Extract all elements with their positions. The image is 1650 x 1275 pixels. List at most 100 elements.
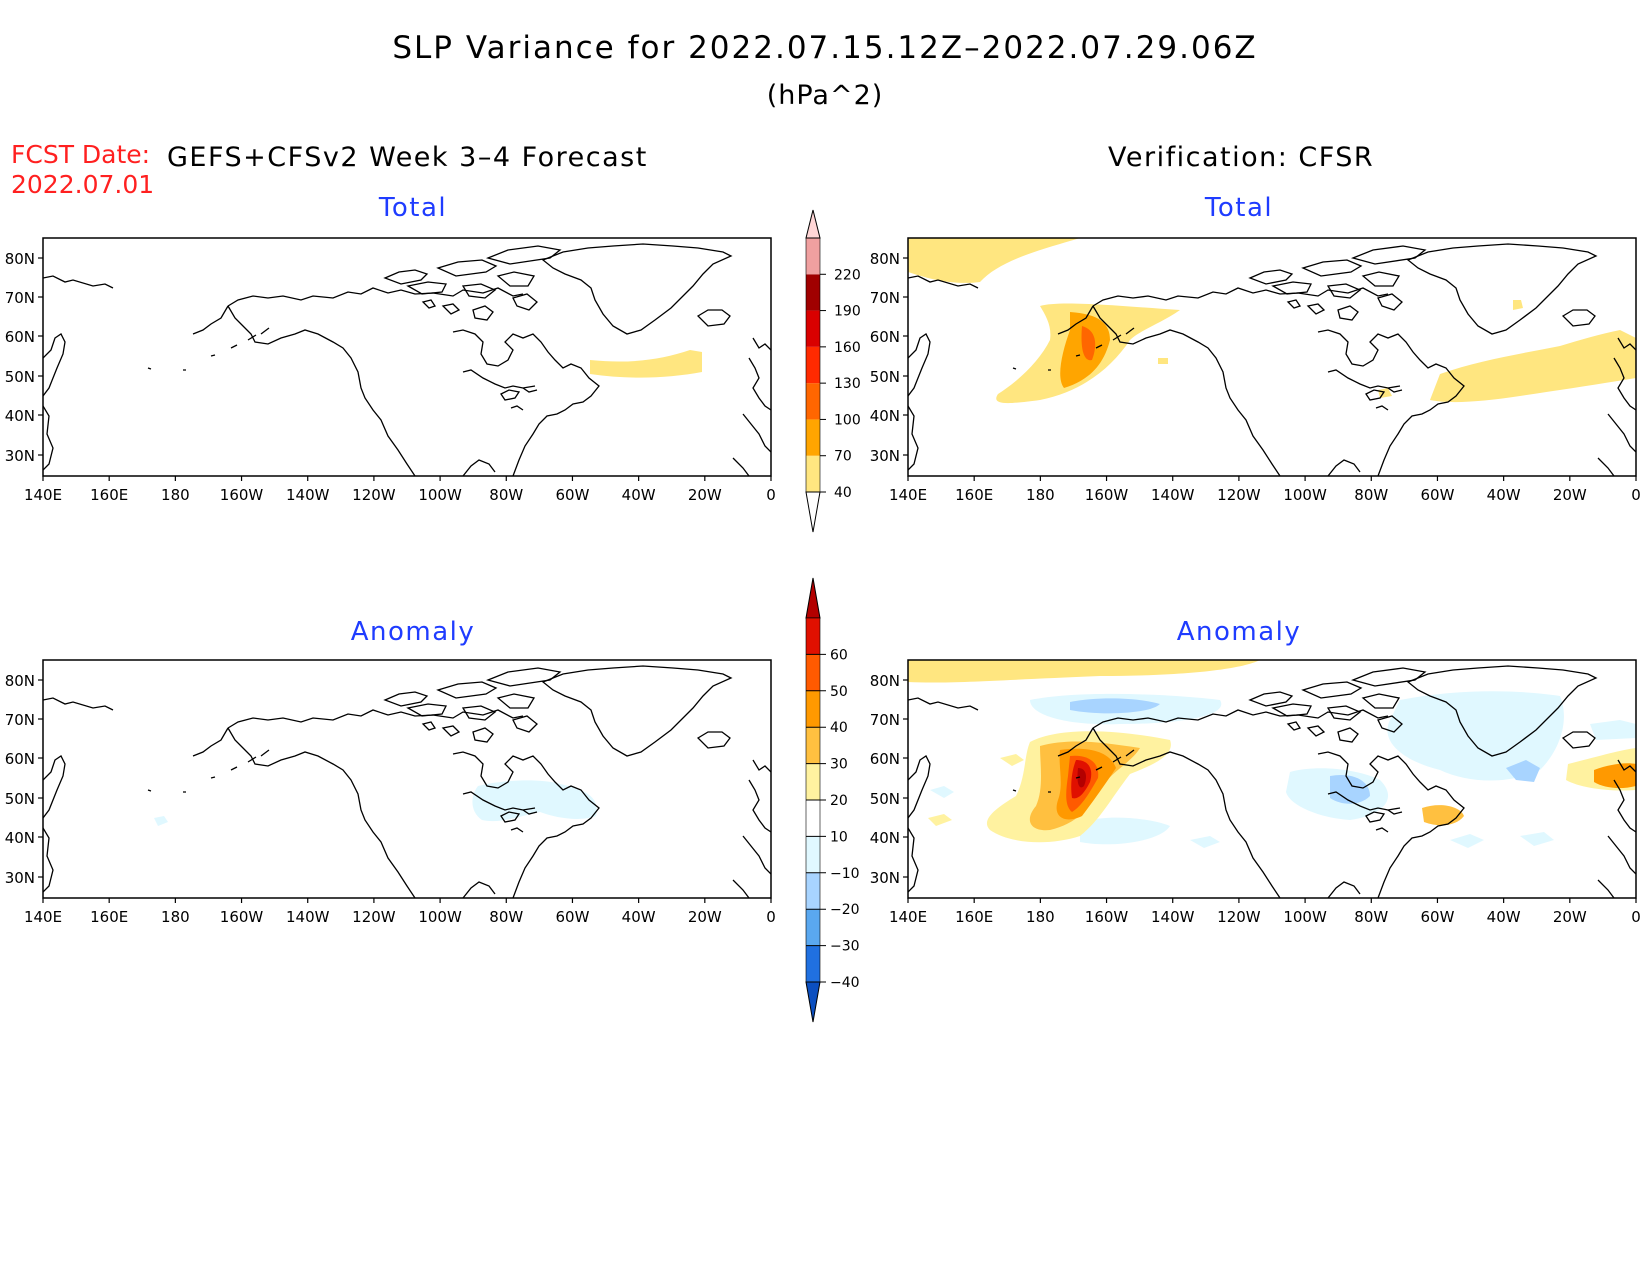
- map-panel-verification-anomaly: [907, 659, 1637, 899]
- lon-label: 20W: [688, 908, 722, 926]
- panel-title-verification-total: Total: [1204, 193, 1274, 223]
- lon-label: 160W: [1085, 908, 1129, 926]
- lat-label: 50N: [870, 790, 900, 808]
- lat-label: 40N: [5, 829, 35, 847]
- lat-label: 60N: [5, 328, 35, 346]
- lon-label: 80W: [1354, 486, 1388, 504]
- colorbar-total-label: 70: [834, 449, 852, 465]
- lon-label: 140E: [889, 908, 927, 926]
- lon-label: 140E: [24, 908, 62, 926]
- lon-label: 160W: [1085, 486, 1129, 504]
- colorbar-anomaly-label: 30: [830, 757, 848, 773]
- fcst-date-label: FCST Date:: [11, 140, 151, 169]
- colorbar-total-swatch: [806, 238, 820, 275]
- lon-label: 180: [1026, 486, 1055, 504]
- lon-label: 120W: [352, 908, 396, 926]
- lon-label: 40W: [1487, 486, 1521, 504]
- colorbar-anomaly-label: −10: [830, 866, 860, 882]
- verification-label: Verification: CFSR: [1108, 142, 1375, 173]
- lat-label: 50N: [5, 368, 35, 386]
- map-panel-forecast-total: [42, 237, 772, 477]
- lon-label: 20W: [1553, 486, 1587, 504]
- colorbar-anomaly-swatch: [806, 690, 820, 728]
- lon-label: 180: [161, 908, 190, 926]
- lat-label: 40N: [5, 407, 35, 425]
- fcst-date-value: 2022.07.01: [11, 170, 155, 199]
- fcst-date: FCST Date: 2022.07.01: [11, 140, 154, 200]
- lat-label: 60N: [870, 750, 900, 768]
- panel-title-verification-anomaly: Anomaly: [1176, 617, 1302, 647]
- lon-label: 140W: [286, 908, 330, 926]
- lon-label: 140E: [889, 486, 927, 504]
- lon-label: 160E: [955, 908, 993, 926]
- colorbar-anomaly-bottom-arrow: [805, 981, 821, 1023]
- lat-label: 70N: [5, 711, 35, 729]
- lon-label: 80W: [489, 908, 523, 926]
- colorbar-anomaly: 60 50 40 30 20 10 −10 −20 −30 −40: [805, 577, 860, 1023]
- colorbar-anomaly-label: 20: [830, 793, 848, 809]
- colorbar-total-label: 220: [834, 267, 861, 283]
- colorbar-anomaly-swatch: [806, 872, 820, 910]
- colorbar-anomaly-label: −20: [830, 902, 860, 918]
- lat-label: 30N: [870, 447, 900, 465]
- figure-title: SLP Variance for 2022.07.15.12Z–2022.07.…: [392, 30, 1258, 66]
- lon-label: 160E: [90, 908, 128, 926]
- lon-label: 100W: [418, 486, 462, 504]
- colorbar-anomaly-label: 50: [830, 684, 848, 700]
- colorbar-anomaly-label: 40: [830, 720, 848, 736]
- lat-label: 80N: [5, 672, 35, 690]
- lat-label: 80N: [5, 250, 35, 268]
- colorbar-total-swatch: [806, 310, 820, 347]
- lon-label: 180: [161, 486, 190, 504]
- lat-label: 80N: [870, 672, 900, 690]
- figure-units: (hPa^2): [766, 80, 884, 111]
- lon-label: 80W: [1354, 908, 1388, 926]
- lat-label: 30N: [870, 869, 900, 887]
- lat-label: 60N: [5, 750, 35, 768]
- axis-labels: 80N 70N 60N 50N 40N 30N 140E 160E 180 160W 140W 120…: [5, 250, 1641, 926]
- lon-label: 100W: [1283, 486, 1327, 504]
- lon-label: 0: [766, 908, 776, 926]
- lon-label: 160W: [220, 486, 264, 504]
- lon-label: 160W: [220, 908, 264, 926]
- lon-label: 40W: [622, 908, 656, 926]
- lon-label: 60W: [1420, 486, 1454, 504]
- lon-label: 60W: [1420, 908, 1454, 926]
- lat-label: 80N: [870, 250, 900, 268]
- lon-label: 120W: [1217, 486, 1261, 504]
- colorbar-anomaly-label: 60: [830, 647, 848, 663]
- lon-label: 40W: [1487, 908, 1521, 926]
- lat-label: 40N: [870, 407, 900, 425]
- lon-label: 140W: [286, 486, 330, 504]
- lon-label: 80W: [489, 486, 523, 504]
- lon-label: 60W: [555, 486, 589, 504]
- colorbar-total-swatch: [806, 419, 820, 456]
- colorbar-total-label: 130: [834, 376, 861, 392]
- colorbar-total-label: 190: [834, 304, 861, 320]
- colorbar-anomaly-label: −40: [830, 975, 860, 991]
- lon-label: 20W: [1553, 908, 1587, 926]
- lon-label: 20W: [688, 486, 722, 504]
- lat-label: 50N: [5, 790, 35, 808]
- colorbar-total-label: 100: [834, 412, 861, 428]
- lat-label: 50N: [870, 368, 900, 386]
- colorbar-total-swatch: [806, 383, 820, 420]
- colorbar-anomaly-swatch: [806, 727, 820, 764]
- colorbar-anomaly-swatch: [806, 909, 820, 946]
- colorbar-total-swatch: [806, 455, 820, 492]
- colorbar-anomaly-swatch: [806, 618, 820, 655]
- lon-label: 160E: [955, 486, 993, 504]
- colorbar-anomaly-label: −30: [830, 939, 860, 955]
- colorbar-total: 40 70 100 130 160 190 220: [805, 209, 861, 533]
- lat-label: 70N: [870, 711, 900, 729]
- colorbar-total-swatch: [806, 274, 820, 311]
- lon-label: 140W: [1151, 908, 1195, 926]
- lon-label: 0: [766, 486, 776, 504]
- lon-label: 40W: [622, 486, 656, 504]
- colorbar-anomaly-swatch: [806, 836, 820, 873]
- colorbar-total-top-arrow: [805, 209, 821, 239]
- colorbar-anomaly-top-arrow: [805, 577, 821, 619]
- lon-label: 100W: [418, 908, 462, 926]
- colorbar-total-bottom-arrow: [805, 491, 821, 533]
- map-panel-forecast-anomaly: [42, 659, 772, 899]
